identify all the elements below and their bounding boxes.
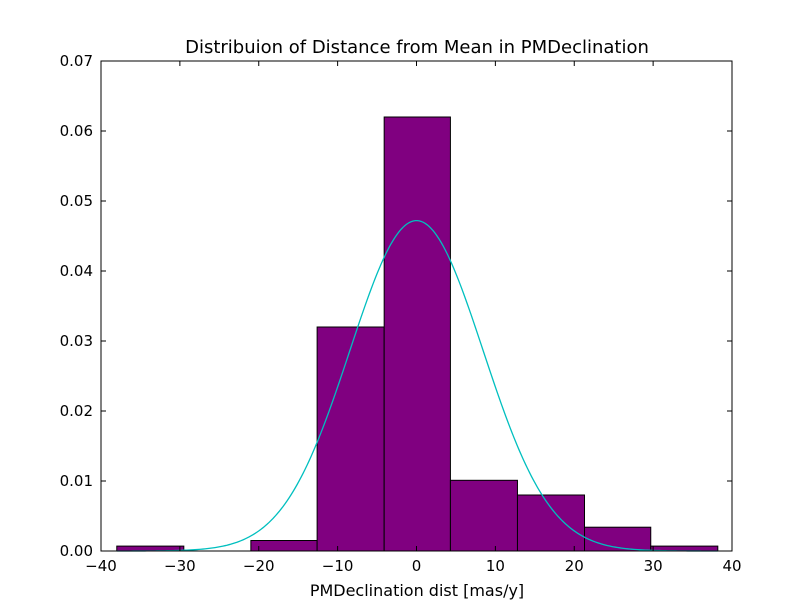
- histogram-bars: [116, 116, 719, 552]
- y-tick-label: 0.07: [60, 52, 93, 70]
- y-tick-label: 0.05: [60, 192, 93, 210]
- x-axis-label: PMDeclination dist [mas/y]: [310, 581, 524, 600]
- x-tick-label: 10: [486, 557, 505, 575]
- x-tick-label: 0: [412, 557, 422, 575]
- y-tick-label: 0.03: [60, 332, 93, 350]
- x-tick-label: 40: [722, 557, 741, 575]
- gaussian-fit-curve: [116, 219, 718, 552]
- y-tick-label: 0.06: [60, 122, 93, 140]
- x-tick-label: −40: [85, 557, 117, 575]
- histogram-bar-2: [250, 540, 318, 552]
- y-tick-label: 0.02: [60, 402, 93, 420]
- axis-ticks: −40 −30 −20 −10 0 10 20 30 40 0.00 0.01 0.02 0.03 0.0…: [60, 52, 742, 575]
- y-tick-label: 0.04: [60, 262, 93, 280]
- y-tick-label: 0.00: [60, 542, 93, 560]
- histogram-bar-4: [383, 116, 451, 552]
- gaussian-fit-curve-group: [116, 219, 718, 552]
- x-tick-label: −10: [322, 557, 354, 575]
- x-tick-label: −20: [243, 557, 275, 575]
- histogram-bar-6: [516, 494, 586, 552]
- histogram-bar-3: [316, 326, 385, 552]
- x-tick-label: −30: [164, 557, 196, 575]
- x-tick-label: 20: [565, 557, 584, 575]
- y-tick-label: 0.01: [60, 472, 93, 490]
- chart-title: Distribuion of Distance from Mean in PMD…: [185, 37, 649, 58]
- histogram-bar-5: [449, 479, 518, 552]
- x-tick-label: 30: [644, 557, 663, 575]
